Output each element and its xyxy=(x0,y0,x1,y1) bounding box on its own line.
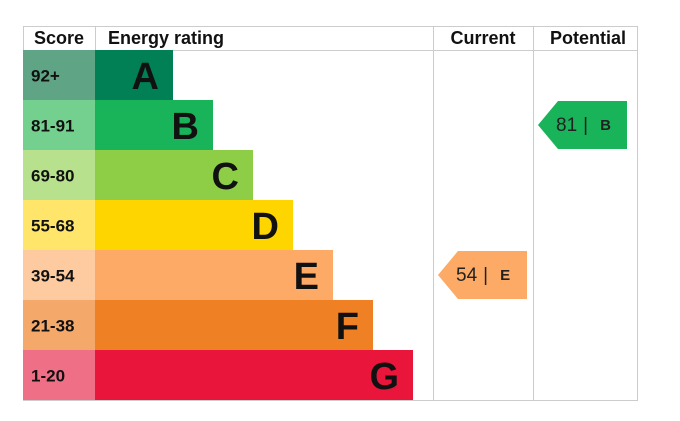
rating-letter: G xyxy=(369,356,399,398)
score-cell xyxy=(23,150,95,200)
rating-bar xyxy=(95,350,413,400)
rating-letter: F xyxy=(336,306,359,348)
rating-bar xyxy=(95,150,253,200)
rating-bar xyxy=(95,50,173,100)
header-potential: Potential xyxy=(550,28,626,48)
potential-arrow xyxy=(538,101,627,149)
score-label: 21-38 xyxy=(31,317,74,336)
rating-bar xyxy=(95,250,333,300)
current-label: 54 | E xyxy=(456,265,510,286)
rating-letter: B xyxy=(172,106,199,148)
score-cell xyxy=(23,350,95,400)
score-label: 92+ xyxy=(31,67,60,86)
separator: | xyxy=(583,115,588,136)
rating-bar xyxy=(95,100,213,150)
score-label: 1-20 xyxy=(31,367,65,386)
current-arrow xyxy=(438,251,527,299)
score-cell xyxy=(23,250,95,300)
score-label: 69-80 xyxy=(31,167,74,186)
score-label: 55-68 xyxy=(31,217,74,236)
score-label: 39-54 xyxy=(31,267,75,286)
rating-bar xyxy=(95,200,293,250)
score-cell xyxy=(23,200,95,250)
rating-bar xyxy=(95,300,373,350)
current-score: 54 xyxy=(456,265,478,286)
score-cell xyxy=(23,100,95,150)
separator: | xyxy=(483,265,488,286)
rating-letter: D xyxy=(252,206,279,248)
header-rating: Energy rating xyxy=(108,28,224,48)
rating-letter: C xyxy=(212,156,239,198)
score-cell xyxy=(23,300,95,350)
rating-letter: A xyxy=(132,56,159,98)
potential-rating: B xyxy=(600,117,611,134)
potential-label: 81 | B xyxy=(556,115,611,136)
score-label: 81-91 xyxy=(31,117,74,136)
rating-letter: E xyxy=(294,256,319,298)
score-cell xyxy=(23,50,95,100)
header-score: Score xyxy=(34,28,84,48)
potential-score: 81 xyxy=(556,115,577,136)
header-current: Current xyxy=(450,28,515,48)
current-rating: E xyxy=(500,267,510,284)
